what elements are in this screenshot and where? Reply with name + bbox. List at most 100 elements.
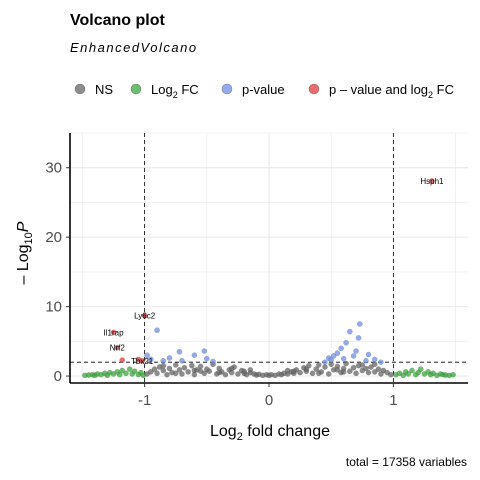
point-p: [154, 327, 160, 334]
point-fc-p: [429, 178, 435, 184]
y-tick-label: 10: [45, 299, 62, 316]
point-p: [350, 353, 357, 359]
point-ns: [181, 364, 188, 371]
caption: total = 17358 variables: [346, 455, 467, 469]
point-ns: [228, 365, 235, 372]
legend-key-fc-p: [308, 83, 320, 95]
point-fc: [131, 368, 138, 374]
point-ns: [322, 364, 328, 370]
point-p: [347, 328, 353, 335]
point-ns: [359, 362, 366, 368]
point-ns: [284, 367, 291, 374]
point-ns: [148, 369, 154, 375]
point-ns: [197, 368, 204, 374]
point-ns: [371, 369, 378, 375]
data-points: [82, 178, 456, 379]
point-ns: [222, 371, 229, 378]
point-ns: [164, 371, 170, 378]
point-fc: [140, 372, 147, 379]
legend-label: p – value and log2 FC: [329, 82, 454, 100]
point-ns: [353, 370, 359, 377]
point-ns: [297, 369, 303, 376]
y-axis-title-italic: P: [15, 221, 32, 232]
point-label: Nrf2: [110, 344, 126, 353]
point-ns: [388, 371, 394, 378]
point-ns: [315, 370, 322, 377]
point-fc-p: [119, 357, 126, 363]
point-p: [179, 357, 185, 364]
point-p: [191, 352, 198, 359]
x-tick-label: 1: [389, 392, 397, 409]
point-ns: [206, 368, 213, 374]
point-p: [343, 339, 349, 346]
point-ns: [325, 371, 332, 377]
point-ns: [160, 367, 167, 374]
point-ns: [189, 362, 195, 369]
point-ns: [368, 364, 374, 370]
point-p: [328, 357, 334, 363]
point-p: [148, 356, 154, 363]
point-fc-p: [141, 312, 148, 319]
legend-label: Log2 FC: [151, 82, 199, 100]
y-axis-title-pre: – Log: [15, 244, 32, 284]
point-p: [201, 348, 208, 354]
point-p: [365, 351, 372, 358]
point-label: Hsph1: [420, 177, 444, 186]
point-ns: [340, 369, 347, 375]
legend-label: p-value: [242, 82, 285, 97]
x-axis-title-rest: fold change: [243, 423, 330, 440]
y-tick-label: 0: [54, 368, 62, 385]
point-ns: [334, 367, 341, 373]
point-ns: [350, 364, 357, 371]
legend: NS Log2 FC p-value p – value and log2 FC: [74, 82, 454, 100]
chart-subtitle: EnhancedVolcano: [70, 40, 198, 55]
point-fc-p: [114, 344, 121, 351]
point-fc: [116, 371, 123, 378]
point-p: [144, 352, 150, 359]
point-p: [378, 359, 384, 365]
point-p: [355, 335, 362, 341]
point-fc: [409, 367, 415, 374]
point-ns: [151, 366, 158, 372]
point-p: [363, 357, 369, 364]
point-p: [371, 356, 378, 363]
point-fc: [119, 367, 126, 374]
point-ns: [343, 360, 349, 367]
point-fc: [450, 371, 456, 378]
x-tick-label: 0: [265, 392, 273, 409]
point-ns: [154, 370, 160, 377]
point-ns: [365, 369, 372, 376]
point-p: [322, 359, 328, 365]
point-fc: [417, 366, 424, 372]
legend-label: NS: [95, 82, 113, 97]
point-ns: [191, 367, 198, 374]
point-ns: [160, 362, 167, 369]
point-ns: [235, 371, 241, 377]
point-fc: [126, 366, 133, 372]
legend-key-fc: [130, 83, 142, 95]
cutoff-lines: [70, 133, 468, 383]
y-axis-title-sub: 10: [23, 232, 35, 244]
chart-title: Volcano plot: [70, 12, 165, 29]
point-ns: [313, 366, 320, 372]
point-fc: [123, 370, 129, 377]
point-p: [334, 350, 341, 356]
point-label: Tbx21: [131, 357, 154, 366]
point-p: [356, 321, 363, 327]
point-ns: [303, 366, 310, 372]
legend-key-p: [221, 83, 233, 95]
point-label: Il1rap: [104, 328, 125, 337]
point-p: [160, 357, 167, 364]
x-axis-title: Log2 fold change: [210, 423, 330, 443]
point-ns: [347, 368, 353, 374]
point-ns: [241, 368, 247, 374]
point-ns: [166, 365, 173, 372]
point-ns: [197, 363, 204, 370]
y-tick-label: 20: [45, 229, 62, 246]
point-ns: [375, 366, 382, 372]
point-ns: [371, 361, 378, 368]
point-ns: [291, 368, 297, 374]
point-ns: [216, 369, 223, 376]
